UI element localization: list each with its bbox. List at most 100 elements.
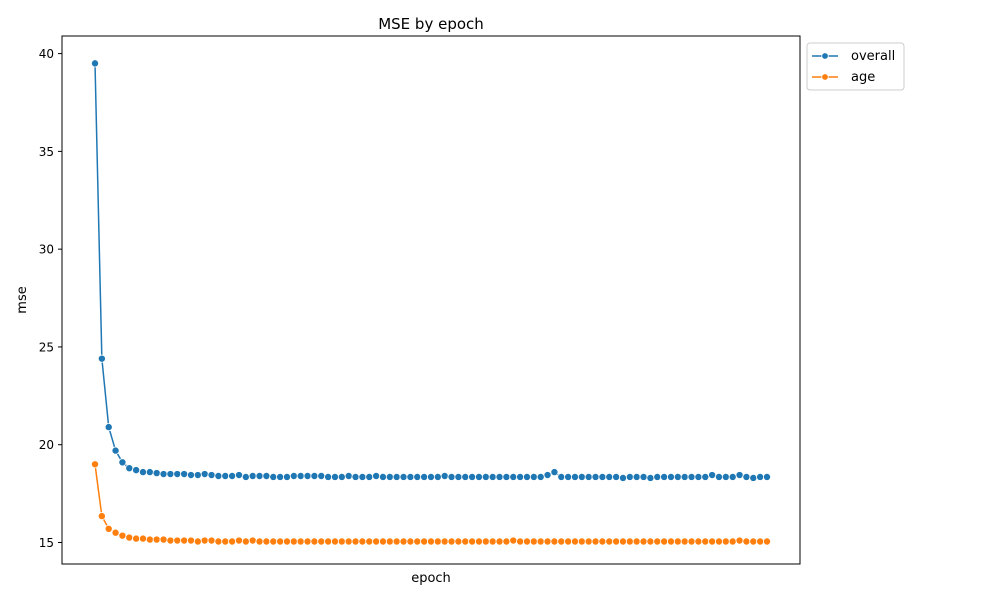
data-point-overall	[481, 472, 490, 481]
data-point-age	[440, 537, 449, 546]
data-point-age	[132, 534, 141, 543]
legend-entry-overall: overall	[812, 49, 895, 64]
data-point-overall	[310, 471, 319, 480]
series-age	[91, 460, 772, 546]
data-point-overall	[625, 472, 634, 481]
data-point-age	[303, 537, 312, 546]
data-point-overall	[152, 469, 161, 478]
data-point-overall	[262, 471, 271, 480]
data-point-age	[111, 528, 120, 537]
plot-area-frame	[61, 35, 801, 565]
data-point-age	[577, 537, 586, 546]
data-point-age	[392, 537, 401, 546]
data-point-age	[207, 536, 216, 545]
data-point-overall	[406, 472, 415, 481]
data-point-overall	[296, 471, 305, 480]
data-point-age	[619, 537, 628, 546]
data-point-age	[337, 537, 346, 546]
data-point-age	[193, 537, 202, 546]
data-point-overall	[680, 472, 689, 481]
data-point-overall	[591, 472, 600, 481]
data-point-age	[763, 537, 772, 546]
data-point-overall	[145, 468, 154, 477]
data-point-age	[241, 537, 250, 546]
data-point-overall	[413, 472, 422, 481]
data-point-overall	[337, 472, 346, 481]
data-point-overall	[255, 471, 264, 480]
legend: overall age	[806, 42, 905, 91]
data-point-age	[673, 537, 682, 546]
data-point-overall	[365, 472, 374, 481]
data-point-age	[282, 537, 291, 546]
data-point-age	[351, 537, 360, 546]
data-point-overall	[193, 471, 202, 480]
data-point-age	[653, 537, 662, 546]
data-point-age	[749, 537, 758, 546]
data-point-overall	[248, 471, 257, 480]
chart-title: MSE by epoch	[378, 15, 484, 33]
series-line-overall	[94, 63, 767, 479]
data-point-age	[152, 535, 161, 544]
data-point-overall	[571, 472, 580, 481]
data-point-overall	[673, 472, 682, 481]
data-point-overall	[200, 470, 209, 479]
data-point-age	[104, 524, 113, 533]
data-point-overall	[742, 472, 751, 481]
data-point-overall	[763, 472, 772, 481]
data-point-age	[495, 537, 504, 546]
data-point-overall	[619, 473, 628, 482]
data-point-overall	[536, 472, 545, 481]
data-point-age	[166, 536, 175, 545]
data-point-overall	[214, 471, 223, 480]
data-point-age	[591, 537, 600, 546]
data-point-age	[269, 537, 278, 546]
legend-entry-age: age	[812, 70, 875, 85]
data-point-age	[180, 536, 189, 545]
data-point-age	[413, 537, 422, 546]
data-point-overall	[118, 458, 127, 467]
data-point-overall	[584, 472, 593, 481]
data-point-overall	[372, 471, 381, 480]
data-point-age	[228, 537, 237, 546]
data-point-age	[173, 536, 182, 545]
data-point-overall	[612, 472, 621, 481]
data-point-age	[571, 537, 580, 546]
data-point-overall	[474, 472, 483, 481]
data-point-overall	[756, 472, 765, 481]
legend-marker-age	[821, 73, 829, 81]
data-point-age	[667, 537, 676, 546]
data-point-age	[378, 537, 387, 546]
data-point-overall	[289, 471, 298, 480]
data-point-age	[248, 536, 257, 545]
data-point-age	[324, 537, 333, 546]
data-point-age	[584, 537, 593, 546]
data-point-overall	[509, 472, 518, 481]
data-point-overall	[358, 472, 367, 481]
data-point-age	[598, 537, 607, 546]
data-point-age	[461, 537, 470, 546]
data-point-age	[358, 537, 367, 546]
data-point-overall	[523, 472, 532, 481]
data-point-age	[159, 535, 168, 544]
legend-frame	[806, 42, 905, 91]
data-point-age	[214, 537, 223, 546]
data-point-overall	[694, 472, 703, 481]
data-point-overall	[660, 472, 669, 481]
data-point-overall	[715, 472, 724, 481]
y-tick-label: 20	[39, 438, 54, 452]
data-point-age	[721, 537, 730, 546]
data-point-overall	[420, 472, 429, 481]
data-point-age	[516, 537, 525, 546]
data-point-age	[255, 537, 264, 546]
data-point-overall	[228, 471, 237, 480]
data-point-age	[564, 537, 573, 546]
data-point-age	[262, 537, 271, 546]
data-point-age	[276, 537, 285, 546]
data-point-overall	[317, 471, 326, 480]
data-point-overall	[234, 471, 243, 480]
y-tick-label: 30	[39, 243, 54, 257]
data-point-overall	[735, 471, 744, 480]
data-point-overall	[385, 472, 394, 481]
data-point-overall	[330, 472, 339, 481]
data-point-overall	[104, 423, 113, 432]
